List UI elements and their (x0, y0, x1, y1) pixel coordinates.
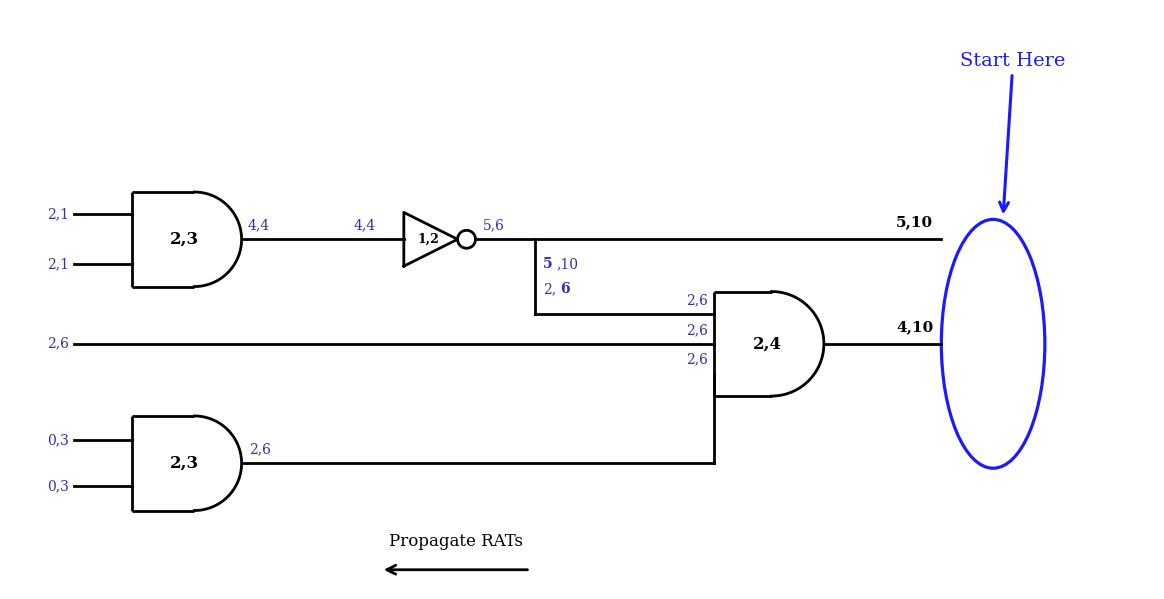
Text: 5,6: 5,6 (482, 218, 504, 232)
Text: 1,2: 1,2 (418, 233, 440, 246)
Text: 2,1: 2,1 (48, 257, 70, 271)
Text: 4,4: 4,4 (248, 218, 270, 232)
Text: 5,10: 5,10 (896, 215, 934, 229)
Text: 2,3: 2,3 (170, 455, 199, 472)
Text: 6: 6 (560, 282, 569, 296)
Text: 4,4: 4,4 (354, 218, 376, 232)
Text: 2,4: 2,4 (753, 335, 782, 352)
Text: 2,6: 2,6 (687, 293, 709, 307)
Text: ,10: ,10 (556, 257, 579, 271)
Text: 0,3: 0,3 (48, 479, 70, 493)
Text: 2,: 2, (544, 282, 556, 296)
Text: Propagate RATs: Propagate RATs (389, 533, 523, 550)
Text: 2,3: 2,3 (170, 231, 199, 248)
Text: 2,6: 2,6 (249, 442, 271, 456)
Text: Start Here: Start Here (960, 52, 1066, 211)
Text: 5: 5 (544, 257, 553, 271)
Text: 2,6: 2,6 (48, 337, 70, 351)
Text: 0,3: 0,3 (48, 433, 70, 447)
Text: 2,1: 2,1 (48, 207, 70, 222)
Text: 4,10: 4,10 (896, 320, 934, 334)
Text: 2,6: 2,6 (687, 353, 709, 367)
Text: 2,6: 2,6 (687, 323, 709, 337)
